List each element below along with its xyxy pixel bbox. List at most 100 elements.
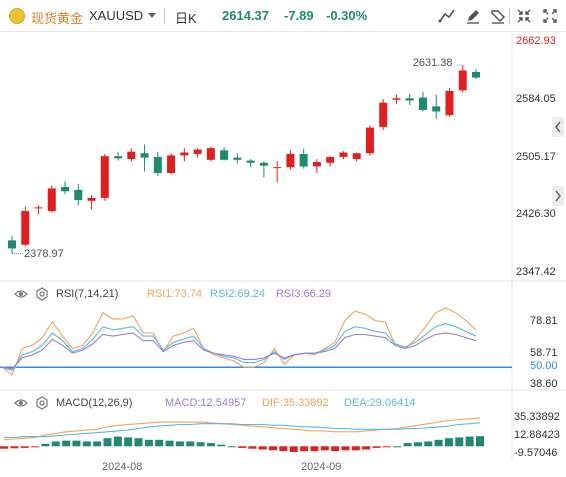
settings-icon[interactable] — [35, 396, 49, 410]
macd-histogram-bar — [331, 446, 340, 452]
candlestick — [352, 153, 361, 160]
candlestick — [432, 106, 441, 112]
candlestick — [61, 186, 70, 192]
macd-histogram-bar — [227, 446, 236, 448]
candlestick — [326, 156, 335, 163]
macd-series-line — [4, 422, 481, 438]
macd-histogram-bar — [320, 446, 329, 451]
macd-histogram-bar — [238, 446, 246, 448]
rsi-tick-label: 38.60 — [530, 378, 558, 390]
instrument-symbol[interactable]: XAUUSD — [89, 8, 144, 23]
macd-histogram-bar — [403, 443, 412, 447]
candlestick — [21, 211, 30, 245]
candlestick — [392, 98, 401, 100]
candlestick — [180, 152, 189, 156]
last-price: 2614.37 — [222, 8, 269, 23]
price-tick-label: 2426.30 — [516, 208, 556, 221]
macd-histogram-bar — [186, 441, 195, 447]
macd-title[interactable]: MACD(12,26,9) — [56, 397, 133, 409]
macd-histogram-bar — [124, 437, 133, 447]
rsi-series-line — [1, 332, 477, 370]
macd-series-line — [3, 417, 481, 441]
symbol-dropdown-icon[interactable] — [148, 13, 156, 18]
x-tick-label: 2024-09 — [301, 461, 342, 473]
high-price-label: 2631.38 — [412, 57, 453, 70]
macd-histogram-bar — [144, 439, 153, 447]
macd-histogram-bar — [165, 440, 174, 447]
macd-histogram-bar — [434, 439, 443, 447]
candlestick — [472, 71, 480, 78]
macd-tick-label: 12.88423 — [514, 428, 560, 441]
candlestick — [418, 97, 427, 111]
macd-histogram-bar — [82, 441, 91, 447]
chart-header: 现货黄金 XAUUSD 日K 2614.37 -7.89 -0.30% — [0, 0, 566, 32]
candlestick — [259, 162, 268, 166]
candlestick — [87, 197, 96, 201]
macd-histogram-bar — [248, 446, 257, 449]
macd-histogram-bar — [62, 440, 71, 447]
macd-histogram-bar — [20, 446, 29, 448]
candlestick — [153, 156, 162, 174]
macd-histogram-bar — [444, 438, 453, 447]
macd-histogram-bar — [103, 438, 112, 447]
rsi-tick-label: 58.71 — [530, 346, 558, 359]
macd-histogram-bar — [279, 446, 288, 452]
expand-icon[interactable] — [540, 6, 560, 26]
candlestick — [47, 188, 56, 212]
candlestick — [193, 149, 202, 154]
macd-histogram-bar — [455, 437, 464, 447]
pen-icon[interactable] — [463, 6, 483, 26]
price-tick-label: 2505.17 — [516, 150, 556, 163]
macd-tick-label: -9.57046 — [514, 447, 558, 459]
trend-line-icon[interactable] — [437, 6, 457, 26]
marker-icon[interactable] — [488, 6, 508, 26]
macd-histogram-bar — [196, 442, 205, 447]
macd-histogram-bar — [41, 443, 50, 447]
rsi-title[interactable]: RSI(7,14,21) — [56, 288, 119, 300]
macd-histogram-bar — [372, 446, 381, 448]
macd-histogram-bar — [10, 446, 19, 449]
candlestick — [299, 153, 308, 167]
candlestick — [312, 162, 321, 167]
low-price-label: 2378.97 — [24, 247, 64, 260]
candlestick — [114, 156, 123, 159]
eye-icon[interactable] — [14, 396, 28, 410]
macd-histogram-bar — [351, 446, 360, 451]
candlestick — [220, 150, 229, 160]
candlestick — [233, 157, 242, 160]
macd-histogram-bar — [175, 441, 184, 447]
macd-histogram-bar — [31, 446, 40, 448]
collapse-icon[interactable] — [514, 6, 534, 26]
macd-histogram-bar — [300, 446, 309, 452]
macd-histogram-bar — [465, 436, 474, 447]
chevron-right-icon[interactable] — [552, 186, 564, 206]
divider — [164, 8, 165, 24]
dif-legend: DIF:35.33892 — [262, 397, 329, 409]
rsi-tick-label: 78.81 — [530, 315, 558, 328]
macd-histogram-bar — [341, 446, 350, 451]
candlestick — [445, 91, 454, 116]
macd-histogram-bar — [258, 446, 267, 450]
settings-icon[interactable] — [35, 287, 49, 301]
eye-icon[interactable] — [14, 287, 28, 301]
price-change: -7.89 — [284, 8, 314, 23]
macd-tick-label: 35.33892 — [514, 410, 560, 423]
candlestick — [167, 155, 176, 174]
candlestick — [339, 152, 348, 157]
price-tick-label: 2662.93 — [516, 35, 556, 47]
rsi-series-line — [1, 323, 477, 371]
x-tick-label: 2024-08 — [102, 461, 143, 473]
instrument-name[interactable]: 现货黄金 — [31, 11, 84, 26]
candlestick — [379, 102, 388, 127]
macd-histogram-bar — [206, 443, 215, 447]
macd-histogram-bar — [476, 436, 484, 447]
macd-histogram-bar — [217, 444, 226, 447]
candlestick — [405, 98, 414, 101]
macd-histogram-bar — [0, 446, 8, 449]
candlestick — [8, 240, 16, 249]
period-selector[interactable]: 日K — [175, 11, 197, 26]
candlestick — [273, 167, 282, 169]
chevron-left-icon[interactable] — [552, 117, 564, 137]
macd-histogram-bar — [413, 442, 422, 447]
